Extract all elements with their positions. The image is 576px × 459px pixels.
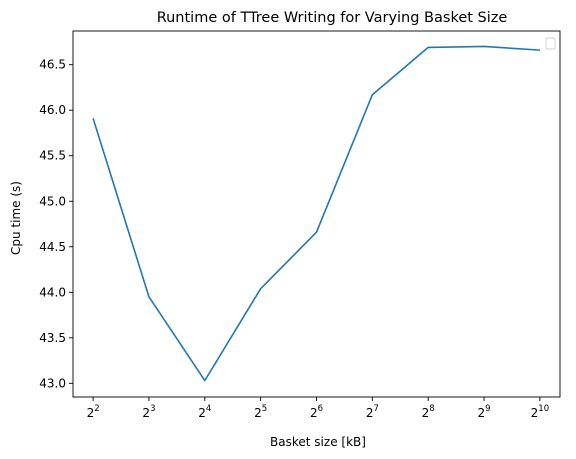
y-tick-label: 44.5 [39,240,66,254]
plot-area: 22 23 24 25 26 27 28 29 210 43.0 43.5 44.0 44.5 45.0 4… [39,30,561,420]
x-tick-label: 26 [310,404,323,420]
y-tick-label: 43.5 [39,331,66,345]
y-axis-label: Cpu time (s) [9,181,23,255]
x-tick-label: 22 [87,404,100,420]
x-tick-label: 23 [142,404,155,420]
chart-title: Runtime of TTree Writing for Varying Bas… [157,10,508,26]
x-tick-label: 29 [478,404,491,420]
x-tick-label: 24 [198,404,211,420]
y-tick-label: 44.0 [39,285,66,299]
x-tick-label: 25 [254,404,267,420]
y-tick-label: 43.0 [39,376,66,390]
x-tick-label: 28 [422,404,435,420]
x-axis-label: Basket size [kB] [270,435,366,449]
x-tick-label: 210 [531,404,549,420]
y-tick-label: 46.5 [39,58,66,72]
y-tick-label: 46.0 [39,103,66,117]
x-tick-label: 27 [366,404,379,420]
y-tick-label: 45.5 [39,149,66,163]
legend-box [545,37,556,50]
y-tick-label: 45.0 [39,194,66,208]
